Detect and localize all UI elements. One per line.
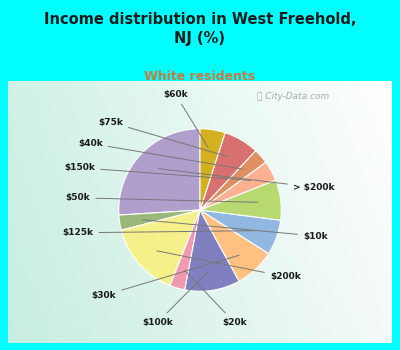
Text: Income distribution in West Freehold,
NJ (%): Income distribution in West Freehold, NJ… bbox=[44, 12, 356, 46]
Wedge shape bbox=[200, 162, 276, 210]
Text: ⓘ City-Data.com: ⓘ City-Data.com bbox=[256, 92, 329, 100]
Wedge shape bbox=[200, 129, 225, 210]
Wedge shape bbox=[170, 210, 200, 290]
Text: $60k: $60k bbox=[163, 90, 208, 147]
Text: $125k: $125k bbox=[62, 228, 254, 237]
Text: $75k: $75k bbox=[98, 118, 228, 157]
Text: $200k: $200k bbox=[157, 251, 301, 281]
Wedge shape bbox=[200, 210, 281, 253]
Wedge shape bbox=[200, 151, 266, 210]
Text: > $200k: > $200k bbox=[158, 169, 334, 192]
Text: $20k: $20k bbox=[185, 271, 246, 327]
Text: $50k: $50k bbox=[66, 193, 258, 202]
Wedge shape bbox=[200, 180, 281, 220]
Wedge shape bbox=[200, 210, 269, 281]
Wedge shape bbox=[119, 129, 200, 215]
Text: $150k: $150k bbox=[64, 163, 251, 180]
Text: $30k: $30k bbox=[92, 255, 239, 300]
Text: $10k: $10k bbox=[142, 220, 328, 240]
Text: White residents: White residents bbox=[144, 70, 256, 83]
Text: $40k: $40k bbox=[78, 139, 243, 169]
Wedge shape bbox=[119, 210, 200, 230]
Text: $100k: $100k bbox=[142, 272, 208, 327]
Wedge shape bbox=[121, 210, 200, 286]
Wedge shape bbox=[200, 133, 256, 210]
Wedge shape bbox=[185, 210, 239, 291]
